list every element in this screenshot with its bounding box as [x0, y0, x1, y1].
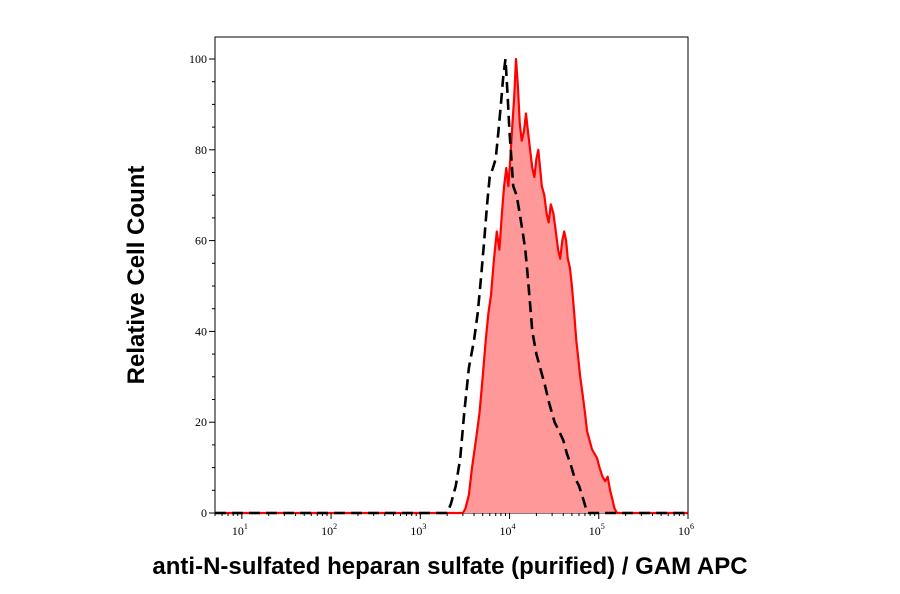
x-tick-exponent: 2 [333, 522, 337, 531]
x-tick-label: 102 [321, 522, 337, 538]
control-dashed-line [215, 57, 688, 515]
x-tick-label: 106 [678, 522, 694, 538]
x-tick-label: 103 [410, 522, 426, 538]
y-tick-label: 100 [189, 52, 207, 66]
y-axis-ticks: 0 20 40 60 80 100 [189, 52, 215, 520]
x-tick-exponent: 5 [601, 522, 605, 531]
x-tick-exponent: 6 [690, 522, 694, 531]
y-tick-label: 0 [201, 506, 207, 520]
stained-area-fill [215, 59, 688, 513]
y-tick-label: 40 [195, 324, 207, 338]
x-tick-exponent: 1 [244, 522, 248, 531]
stained-line [215, 57, 688, 515]
plot-frame [214, 36, 689, 514]
x-axis-ticks: 101 102 103 104 105 106 [214, 513, 694, 538]
y-tick-label: 20 [195, 415, 207, 429]
x-tick-label: 105 [589, 522, 605, 538]
x-tick-exponent: 4 [512, 522, 516, 531]
x-tick-label: 101 [232, 522, 248, 538]
x-axis-title: anti-N-sulfated heparan sulfate (purifie… [152, 553, 747, 580]
x-tick-exponent: 3 [422, 522, 426, 531]
y-tick-label: 80 [195, 143, 207, 157]
y-tick-label: 60 [195, 234, 207, 248]
x-tick-label: 104 [500, 522, 516, 538]
series-layer [215, 57, 688, 515]
y-axis-title: Relative Cell Count [123, 166, 150, 385]
